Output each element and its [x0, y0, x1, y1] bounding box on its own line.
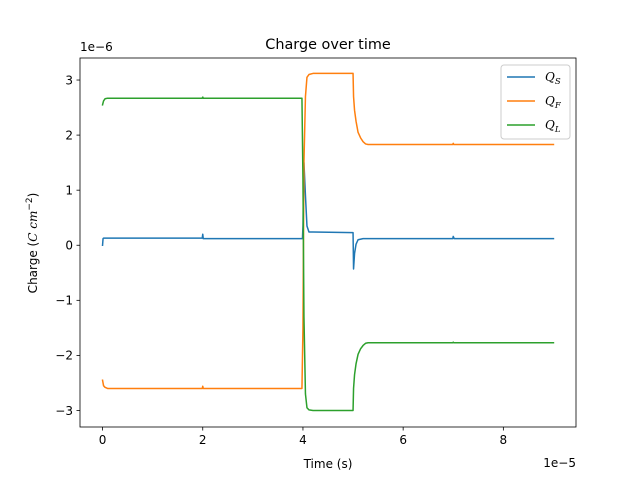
legend-label-s: QS	[545, 70, 561, 87]
series-line-s	[101, 161, 555, 270]
x-tick-label: 8	[500, 433, 508, 447]
y-tick-label: 3	[65, 73, 73, 87]
x-axis: 0 2 4 6 8	[99, 427, 507, 447]
x-tick-label: 4	[299, 433, 307, 447]
y-tick-label: 0	[65, 239, 73, 253]
y-axis: −3 −2 −1 0 1 2 3	[55, 73, 80, 418]
series-line-f	[101, 72, 555, 390]
y-axis-title-exponent: −2	[25, 197, 35, 210]
legend-box	[500, 64, 571, 140]
y-tick-label: 2	[65, 128, 73, 142]
x-tick-label: 6	[399, 433, 407, 447]
x-tick-label: 2	[199, 433, 207, 447]
y-tick-label: 1	[65, 183, 73, 197]
y-tick-label: −2	[55, 349, 73, 363]
series-line-l	[101, 96, 555, 412]
y-tick-label: −1	[55, 294, 73, 308]
y-axis-title-unit: C cm	[26, 211, 40, 242]
chart-title: Charge over time	[265, 37, 391, 53]
legend-label-l: QL	[545, 118, 561, 135]
legend: QS QF QL	[500, 64, 571, 140]
plot-frame	[79, 57, 577, 428]
y-tick-label: −3	[55, 404, 73, 418]
y-axis-title: Charge (C cm−2)	[25, 193, 40, 294]
y-axis-title-suffix: )	[26, 193, 40, 198]
y-offset-label: 1e−6	[80, 40, 113, 54]
y-axis-title-prefix: Charge (	[26, 242, 40, 294]
series-layer	[101, 72, 555, 412]
legend-label-f: QF	[545, 94, 562, 111]
x-offset-label: 1e−5	[543, 456, 576, 470]
x-axis-title: Time (s)	[303, 457, 353, 471]
x-tick-label: 0	[99, 433, 107, 447]
